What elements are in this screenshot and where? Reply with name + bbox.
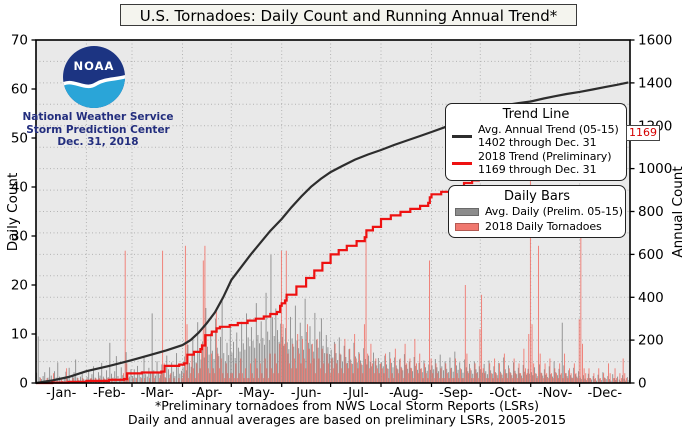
svg-text:-Feb-: -Feb-	[93, 386, 126, 401]
noaa-caption-line3: Dec. 31, 2018	[57, 136, 139, 148]
svg-text:1400: 1400	[638, 75, 672, 91]
noaa-logo-icon: NOAA	[63, 46, 125, 108]
noaa-caption-line1: National Weather Service	[22, 111, 174, 123]
svg-text:-Mar-: -Mar-	[141, 386, 174, 401]
trend-2018-label: 2018 Trend (Preliminary)	[478, 150, 612, 163]
trend-2018-value: 1169 through Dec. 31	[478, 162, 597, 176]
svg-text:-Jan-: -Jan-	[46, 386, 76, 401]
y-axis-title-daily: Daily Count	[5, 172, 21, 252]
svg-text:400: 400	[638, 290, 664, 306]
legend-bars-title: Daily Bars	[503, 189, 571, 204]
footnote-line2: Daily and annual averages are based on p…	[127, 412, 567, 427]
svg-text:40: 40	[11, 180, 28, 196]
svg-text:600: 600	[638, 247, 664, 263]
svg-text:200: 200	[638, 333, 664, 349]
svg-text:-Apr-: -Apr-	[192, 386, 223, 401]
legend-daily-bars: Daily Bars Avg. Daily (Prelim. 05-15) 20…	[448, 185, 626, 238]
svg-text:-Oct-: -Oct-	[489, 386, 522, 401]
svg-text:800: 800	[638, 204, 664, 220]
svg-text:10: 10	[11, 327, 28, 343]
legend-trend-line: Trend Line Avg. Annual Trend (05-15) 140…	[445, 103, 627, 181]
svg-text:-Nov-: -Nov-	[538, 386, 573, 401]
footnote-line1: *Preliminary tornadoes from NWS Local St…	[155, 398, 539, 413]
svg-text:-Jul-: -Jul-	[343, 386, 369, 401]
svg-text:30: 30	[11, 229, 28, 245]
noaa-caption: National Weather Service Storm Predictio…	[20, 111, 176, 149]
svg-text:-Jun-: -Jun-	[291, 386, 322, 401]
trend-2018-line-swatch	[452, 162, 472, 165]
svg-text:-Dec-: -Dec-	[588, 386, 623, 401]
daily-2018-label: 2018 Daily Tornadoes	[485, 219, 602, 233]
svg-text:-Aug-: -Aug-	[389, 386, 424, 401]
svg-text:50: 50	[11, 131, 28, 147]
annual-total-2018-callout: 1169	[626, 125, 660, 141]
svg-text:-Sep-: -Sep-	[439, 386, 473, 401]
legend-entry-avg-daily: Avg. Daily (Prelim. 05-15)	[455, 205, 623, 219]
legend-trend-title: Trend Line	[502, 107, 570, 122]
svg-text:-May-: -May-	[238, 386, 274, 401]
svg-text:70: 70	[11, 33, 28, 49]
svg-text:60: 60	[11, 82, 28, 98]
svg-text:1600: 1600	[638, 33, 672, 49]
daily-2018-bar-swatch	[455, 222, 479, 231]
chart-title: U.S. Tornadoes: Daily Count and Running …	[120, 4, 577, 26]
y-axis-title-annual: Annual Count	[670, 166, 686, 258]
avg-annual-trend-line-swatch	[452, 135, 472, 138]
avg-daily-bar-swatch	[455, 208, 479, 217]
avg-annual-trend-value: 1402 through Dec. 31	[478, 135, 597, 149]
legend-entry-2018-trend: 2018 Trend (Preliminary) 1169 through De…	[452, 150, 620, 176]
svg-text:1000: 1000	[638, 161, 672, 177]
svg-text:0: 0	[638, 376, 647, 392]
svg-text:20: 20	[11, 278, 28, 294]
legend-entry-avg-annual-trend: Avg. Annual Trend (05-15) 1402 through D…	[452, 123, 620, 149]
avg-daily-label: Avg. Daily (Prelim. 05-15)	[485, 205, 623, 218]
avg-annual-trend-label: Avg. Annual Trend (05-15)	[478, 123, 619, 136]
noaa-caption-line2: Storm Prediction Center	[26, 123, 170, 136]
legend-entry-2018-daily: 2018 Daily Tornadoes	[455, 219, 619, 234]
svg-text:0: 0	[19, 376, 28, 392]
noaa-logo-text: NOAA	[74, 59, 115, 73]
